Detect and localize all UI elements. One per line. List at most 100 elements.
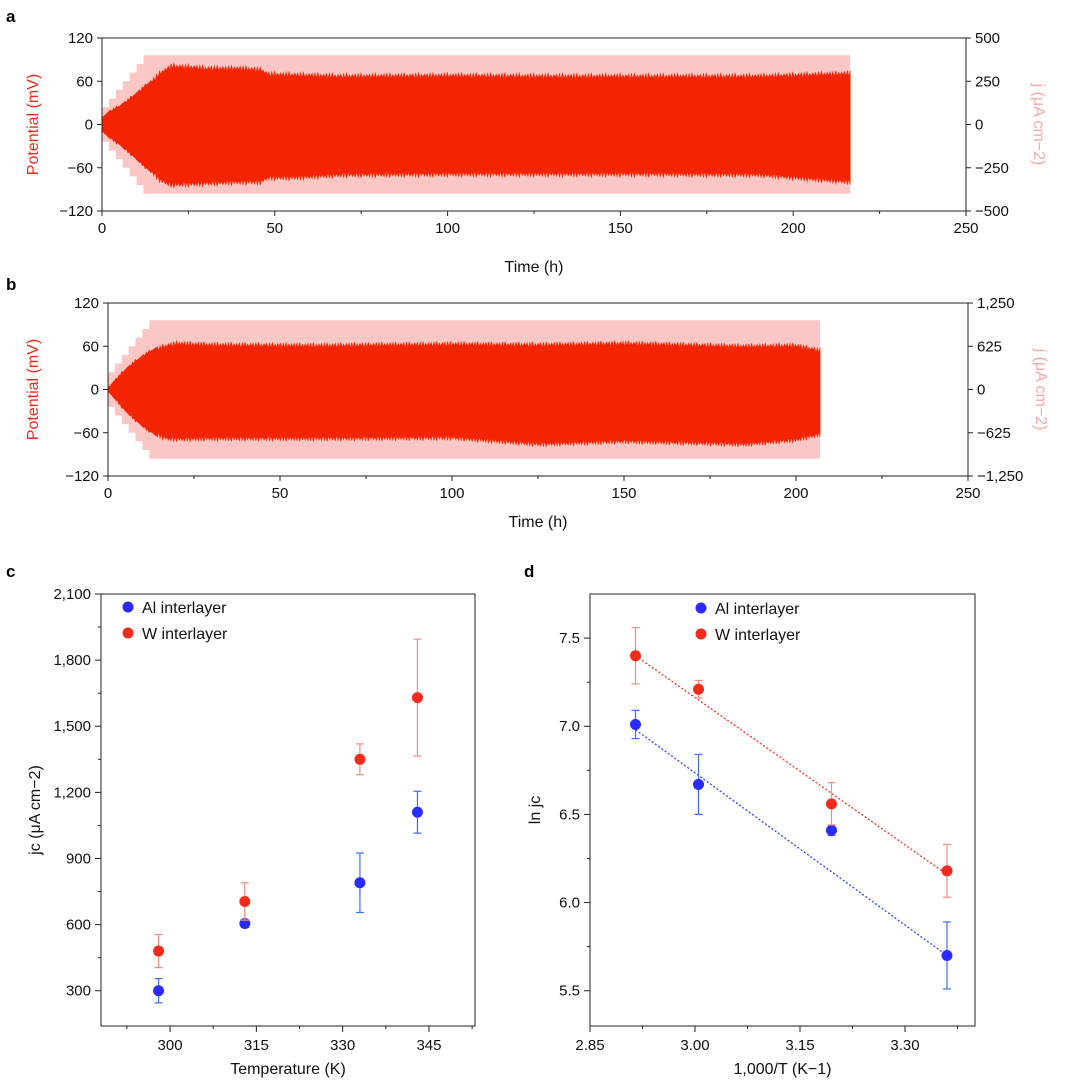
- y-tick-label: 1,500: [53, 718, 91, 735]
- y-tick-label: 1,200: [53, 784, 91, 801]
- x-tick-label: 50: [272, 485, 289, 502]
- x-tick-label: 0: [104, 485, 112, 502]
- panel-label-b: b: [6, 275, 16, 294]
- y2-axis-label: j (μA cm−2): [1030, 83, 1047, 166]
- x-tick-label: 3.15: [785, 1037, 814, 1054]
- x-tick-label: 100: [435, 220, 460, 237]
- y2-tick-label: 625: [977, 338, 1002, 355]
- y-tick-label: 300: [66, 983, 91, 1000]
- x-tick-label: 3.00: [680, 1037, 709, 1054]
- data-point-w: [941, 865, 953, 877]
- plot-frame: [100, 593, 476, 1027]
- plot-frame: [589, 593, 976, 1027]
- x-axis-label: 1,000/T (K−1): [734, 1061, 832, 1078]
- data-point-al: [411, 806, 423, 818]
- y-tick-label: 120: [74, 295, 99, 312]
- data-point-al: [630, 718, 641, 730]
- x-axis-label: Time (h): [505, 259, 564, 276]
- x-tick-label: 345: [416, 1037, 441, 1054]
- legend-marker-al: [122, 601, 134, 613]
- x-tick-label: 50: [266, 220, 283, 237]
- panel-a-chart: 0 50 100 150 200 250 120 60 0 −60 −120 500 250 0 −250 −…: [25, 30, 1047, 276]
- data-point-al: [941, 949, 953, 961]
- data-point-w: [411, 692, 423, 704]
- y2-tick-label: 0: [977, 382, 985, 399]
- y-tick-label: 60: [76, 73, 93, 90]
- x-tick-label: 330: [330, 1037, 355, 1054]
- data-point-al: [153, 985, 165, 997]
- x-tick-label: 3.30: [890, 1037, 919, 1054]
- x-tick-label: 250: [953, 220, 978, 237]
- y-tick-label: −120: [59, 203, 93, 220]
- legend-marker-w: [695, 628, 707, 640]
- y-tick-label: −60: [68, 160, 93, 177]
- data-point-w: [354, 753, 366, 765]
- x-tick-label: 150: [611, 485, 636, 502]
- legend-marker-al: [695, 602, 707, 614]
- y2-tick-label: −250: [975, 160, 1009, 177]
- x-tick-label: 100: [439, 485, 464, 502]
- y-tick-label: 6.0: [559, 895, 580, 912]
- y-tick-label: 7.5: [559, 630, 580, 647]
- y2-tick-label: 500: [975, 30, 1000, 47]
- y-tick-label: 900: [66, 850, 91, 867]
- y-axis-label: Potential (mV): [25, 339, 42, 440]
- y-tick-label: 2,100: [53, 586, 91, 603]
- panel-b-chart: 0 50 100 150 200 250 120 60 0 −60 −120 1,250 625 0 −62…: [25, 295, 1049, 531]
- panel-label-a: a: [6, 7, 16, 26]
- x-tick-label: 2.85: [575, 1037, 604, 1054]
- y-axis-label: jc (μA cm−2): [27, 765, 44, 856]
- x-tick-label: 250: [955, 485, 980, 502]
- y2-tick-label: 1,250: [977, 295, 1015, 312]
- y2-axis-label: j (μA cm−2): [1032, 348, 1049, 431]
- panel-label-c: c: [6, 562, 15, 581]
- x-tick-label: 150: [608, 220, 633, 237]
- fit-line-w: [635, 655, 948, 875]
- data-point-w: [693, 683, 704, 695]
- fit-line-al: [635, 729, 948, 956]
- legend-label-w: W interlayer: [715, 627, 801, 644]
- y2-tick-label: 0: [975, 117, 983, 134]
- data-point-w: [826, 798, 837, 810]
- x-axis-label: Temperature (K): [230, 1061, 346, 1078]
- data-point-w: [153, 945, 165, 957]
- legend-label-w: W interlayer: [142, 626, 228, 643]
- y2-tick-label: −1,250: [977, 468, 1023, 485]
- data-point-w: [630, 650, 641, 662]
- x-axis-label: Time (h): [509, 514, 568, 531]
- data-point-al: [826, 824, 837, 836]
- legend-marker-w: [122, 627, 134, 639]
- panel-label-d: d: [524, 562, 534, 581]
- y-axis-label: Potential (mV): [25, 74, 42, 175]
- y-tick-label: 7.0: [559, 718, 580, 735]
- x-tick-label: 315: [244, 1037, 269, 1054]
- data-point-al: [693, 778, 704, 790]
- y-tick-label: 5.5: [559, 983, 580, 1000]
- potential-band: [107, 340, 821, 448]
- x-tick-label: 200: [783, 485, 808, 502]
- data-point-w: [239, 895, 251, 907]
- y-tick-label: 0: [85, 117, 93, 134]
- panel-d-chart: 2.85 3.00 3.15 3.30 7.5 7.0 6.5 6.0 5.5 Al interl…: [527, 593, 976, 1078]
- x-tick-label: 0: [98, 220, 106, 237]
- y-tick-label: 6.5: [559, 806, 580, 823]
- data-point-al: [354, 877, 366, 889]
- y2-tick-label: −500: [975, 203, 1009, 220]
- y-tick-label: 120: [68, 30, 93, 47]
- potential-band: [101, 62, 851, 189]
- legend-label-al: Al interlayer: [715, 601, 800, 618]
- legend-label-al: Al interlayer: [142, 600, 227, 617]
- y-tick-label: −120: [65, 468, 99, 485]
- y-tick-label: 1,800: [53, 652, 91, 669]
- y-axis-label: ln jc: [527, 796, 544, 824]
- x-tick-label: 300: [158, 1037, 183, 1054]
- x-tick-label: 200: [781, 220, 806, 237]
- y-tick-label: 60: [82, 338, 99, 355]
- y-tick-label: 0: [91, 382, 99, 399]
- panel-c-chart: 300 315 330 345 2,100 1,800 1,500 1,200 900 600 30…: [27, 586, 476, 1078]
- y-tick-label: 600: [66, 917, 91, 934]
- y2-tick-label: 250: [975, 73, 1000, 90]
- y-tick-label: −60: [74, 425, 99, 442]
- y2-tick-label: −625: [977, 425, 1011, 442]
